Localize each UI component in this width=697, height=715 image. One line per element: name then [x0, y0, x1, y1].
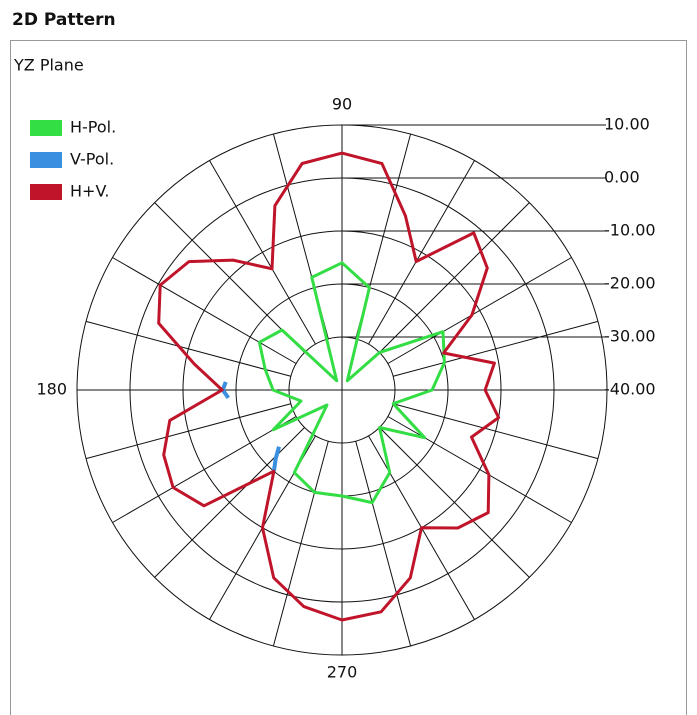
r-tick-label: -10.00 [604, 221, 656, 240]
grid-spoke [85, 403, 291, 460]
grid-spoke [393, 320, 599, 377]
r-tick-label: -20.00 [604, 274, 656, 293]
grid-spoke [387, 257, 572, 364]
grid-spoke [393, 403, 599, 460]
r-tick-label: -40.00 [604, 380, 656, 399]
grid-spoke [112, 257, 297, 364]
legend-label: H+V. [70, 182, 109, 201]
grid-spoke [368, 160, 475, 345]
r-tick-label: -30.00 [604, 327, 656, 346]
grid-spoke [355, 441, 412, 647]
grid-spoke [209, 160, 316, 345]
legend-swatch [30, 152, 62, 168]
legend-label: V-Pol. [70, 150, 114, 169]
grid-spoke [154, 427, 305, 578]
grid-spoke [154, 202, 305, 353]
series-line [157, 151, 501, 622]
grid-spoke [112, 416, 297, 523]
grid-spoke [272, 441, 329, 647]
grid-spoke [379, 202, 530, 353]
theta-label: 90 [332, 95, 352, 114]
grid-spoke [387, 416, 572, 523]
r-tick-label: 10.00 [604, 115, 650, 134]
header-title: 2D Pattern [12, 10, 116, 30]
grid-spoke [85, 320, 291, 377]
legend-swatch [30, 184, 62, 200]
legend-swatch [30, 120, 62, 136]
theta-label: 270 [327, 663, 358, 682]
theta-label: 180 [36, 380, 67, 399]
legend-label: H-Pol. [70, 118, 116, 137]
chart-title: YZ Plane [13, 56, 84, 75]
grid-spoke [379, 427, 530, 578]
r-tick-label: 0.00 [604, 168, 640, 187]
series-line [257, 261, 446, 505]
